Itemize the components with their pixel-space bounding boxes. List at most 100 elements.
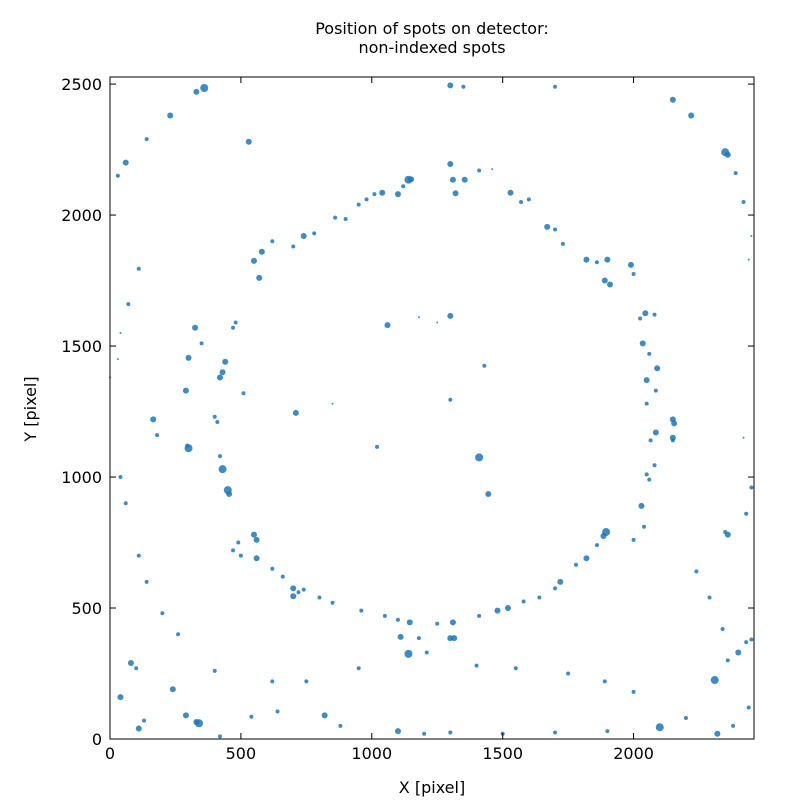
data-point xyxy=(275,709,280,714)
data-point xyxy=(222,358,229,365)
data-point xyxy=(394,191,401,198)
data-point xyxy=(642,524,647,529)
y-tick-label: 2000 xyxy=(61,206,102,225)
data-point xyxy=(451,635,458,642)
data-point xyxy=(670,438,675,443)
x-axis-label: X [pixel] xyxy=(399,778,465,797)
data-point xyxy=(560,241,565,246)
data-point xyxy=(258,248,265,255)
data-point xyxy=(604,256,611,263)
data-point xyxy=(683,716,688,721)
data-point xyxy=(338,723,343,728)
data-point xyxy=(270,239,275,244)
data-point xyxy=(583,555,590,562)
data-point xyxy=(605,729,610,734)
data-point xyxy=(119,331,122,334)
data-point xyxy=(461,84,466,89)
plot-area-frame xyxy=(109,76,755,740)
data-point xyxy=(436,321,439,324)
data-point xyxy=(744,511,749,516)
data-point xyxy=(404,649,413,658)
data-point xyxy=(639,340,646,347)
data-point xyxy=(356,666,361,671)
y-axis-ticks: 0 500 1000 1500 2000 2500 xyxy=(61,75,754,749)
data-point xyxy=(372,192,377,197)
data-point xyxy=(185,354,192,361)
data-point xyxy=(417,316,420,319)
x-tick-label: 1000 xyxy=(351,744,392,763)
data-point xyxy=(652,463,657,468)
data-point xyxy=(292,409,299,416)
data-point xyxy=(193,88,200,95)
data-point xyxy=(301,587,306,592)
data-point xyxy=(631,537,636,542)
data-point xyxy=(648,438,653,443)
data-point xyxy=(379,189,386,196)
y-tick-label: 2500 xyxy=(61,75,102,94)
data-point xyxy=(280,574,285,579)
data-point xyxy=(144,137,149,142)
data-point xyxy=(118,475,123,480)
data-point xyxy=(219,369,226,376)
data-point xyxy=(652,312,657,317)
data-point xyxy=(169,686,176,693)
x-tick-label: 500 xyxy=(226,744,257,763)
chart-title-line-1: Position of spots on detector: xyxy=(315,19,549,38)
data-point xyxy=(521,599,526,604)
data-point xyxy=(136,266,141,271)
data-point xyxy=(602,679,607,684)
data-point xyxy=(638,502,645,509)
data-point xyxy=(397,633,404,640)
data-point xyxy=(447,312,454,319)
data-point xyxy=(747,258,750,261)
data-point xyxy=(245,138,252,145)
data-point xyxy=(253,555,260,562)
data-point xyxy=(216,374,223,381)
data-point xyxy=(642,310,649,317)
data-point xyxy=(253,536,260,543)
data-point xyxy=(226,491,233,498)
data-point xyxy=(127,660,134,667)
data-point xyxy=(416,636,421,641)
data-point xyxy=(364,197,369,202)
data-point xyxy=(723,530,728,535)
data-point xyxy=(384,322,391,329)
data-point xyxy=(742,436,745,439)
data-point xyxy=(725,658,730,663)
data-point xyxy=(134,666,139,671)
data-point xyxy=(270,566,275,571)
data-point xyxy=(185,443,190,448)
data-point xyxy=(343,216,348,221)
data-point xyxy=(290,585,297,592)
data-point xyxy=(655,723,664,732)
data-point xyxy=(485,491,492,498)
data-point xyxy=(644,401,649,406)
data-point xyxy=(504,605,511,612)
data-point xyxy=(583,256,590,263)
data-point xyxy=(594,543,599,548)
data-point xyxy=(236,540,241,545)
data-point xyxy=(199,341,204,346)
data-point xyxy=(249,714,254,719)
data-point xyxy=(217,454,222,459)
data-point xyxy=(647,477,652,482)
data-point xyxy=(321,712,328,719)
data-point xyxy=(192,324,199,331)
data-point xyxy=(594,260,599,265)
data-point xyxy=(537,595,542,600)
data-point xyxy=(241,391,246,396)
data-point xyxy=(688,112,695,119)
data-points xyxy=(109,82,754,739)
data-point xyxy=(653,388,658,393)
data-point xyxy=(333,215,338,220)
data-point xyxy=(600,532,607,539)
data-point xyxy=(218,465,227,474)
data-point xyxy=(200,84,209,92)
data-point xyxy=(694,569,699,574)
data-point xyxy=(526,197,531,202)
data-point xyxy=(627,261,634,268)
data-point xyxy=(744,640,749,645)
data-point xyxy=(735,649,742,656)
